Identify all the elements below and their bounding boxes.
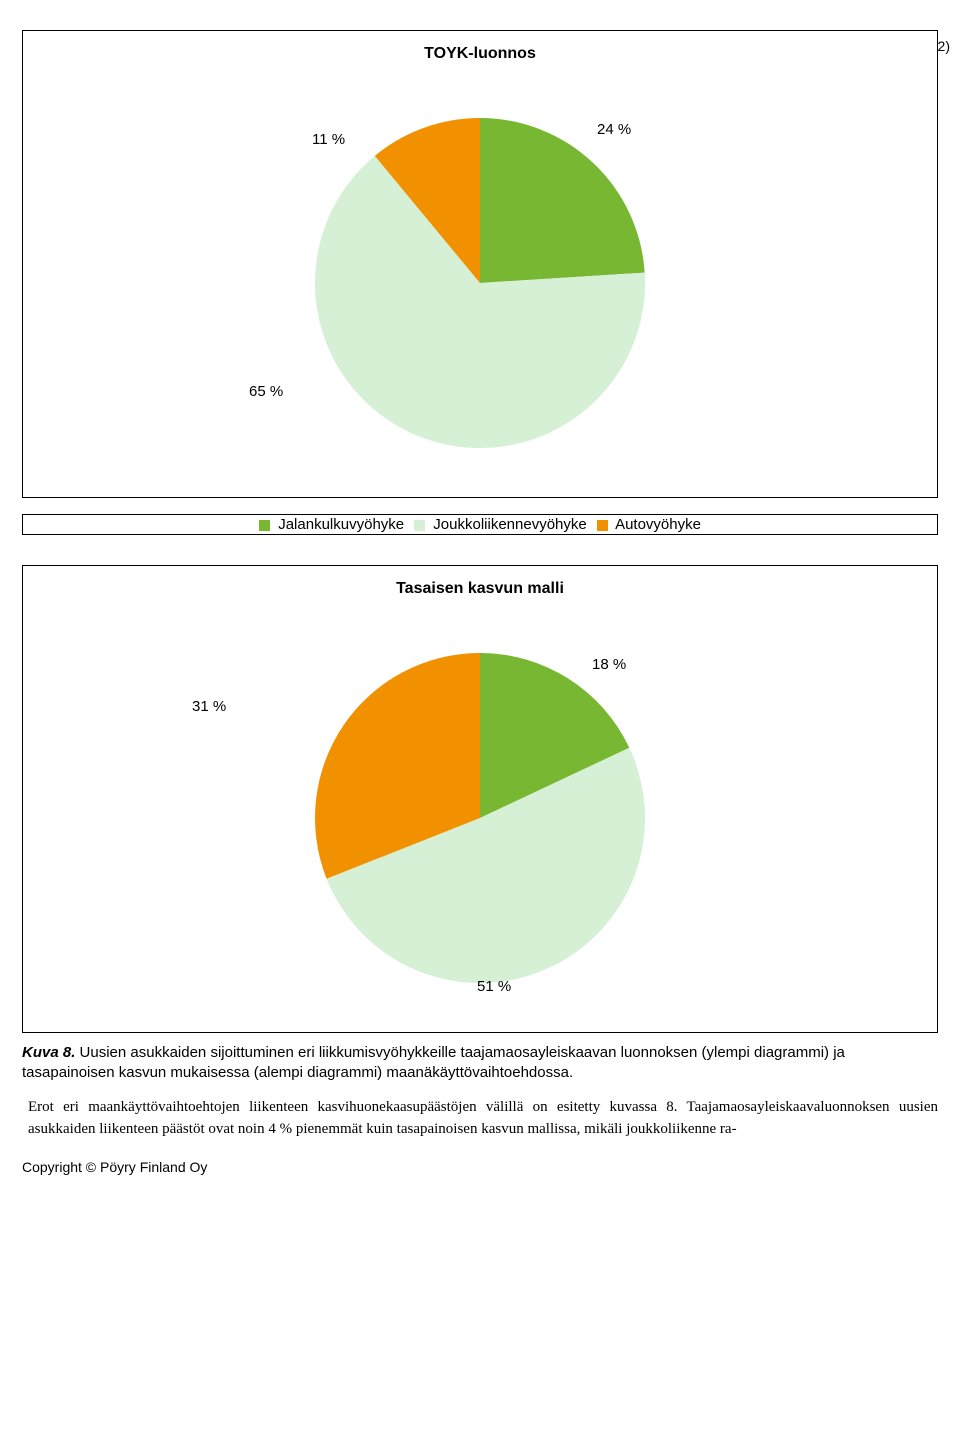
chart1-title: TOYK-luonnos (37, 45, 923, 63)
chart1-pie-area: 24 % 65 % 11 % (37, 83, 923, 483)
legend-label-2: Autovyöhyke (615, 516, 701, 533)
body-paragraph: Erot eri maankäyttövaihtoehtojen liikent… (28, 1096, 938, 1141)
chart1-container: TOYK-luonnos 24 % 65 % 11 % (22, 30, 938, 498)
legend-swatch-1 (414, 520, 425, 531)
caption-text: Uusien asukkaiden sijoittuminen eri liik… (22, 1044, 845, 1081)
legend-swatch-0 (259, 520, 270, 531)
caption-lead: Kuva 8. (22, 1044, 75, 1061)
chart2-label-1: 51 % (477, 978, 511, 995)
legend-label-0: Jalankulkuvyöhyke (278, 516, 404, 533)
legend-item-0: Jalankulkuvyöhyke (259, 516, 404, 533)
chart1-pie (315, 118, 645, 448)
copyright: Copyright © Pöyry Finland Oy (22, 1159, 938, 1175)
legend-label-1: Joukkoliikennevyöhyke (433, 516, 586, 533)
legend-item-1: Joukkoliikennevyöhyke (414, 516, 587, 533)
chart2-label-2: 31 % (192, 698, 226, 715)
legend-item-2: Autovyöhyke (597, 516, 701, 533)
chart1-label-2: 11 % (312, 131, 345, 148)
legend: Jalankulkuvyöhyke Joukkoliikennevyöhyke … (22, 514, 938, 535)
chart2-pie-area: 18 % 51 % 31 % (37, 618, 923, 1018)
page: 11(32) TOYK-luonnos 24 % 65 % 11 % Jalan… (0, 30, 960, 1175)
chart2-label-0: 18 % (592, 656, 626, 673)
chart2-pie (315, 653, 645, 983)
chart1-label-1: 65 % (249, 383, 283, 400)
chart1-label-0: 24 % (597, 121, 631, 138)
figure-caption: Kuva 8. Uusien asukkaiden sijoittuminen … (22, 1043, 938, 1084)
chart2-container: Tasaisen kasvun malli 18 % 51 % 31 % (22, 565, 938, 1033)
legend-swatch-2 (597, 520, 608, 531)
chart2-title: Tasaisen kasvun malli (37, 580, 923, 598)
